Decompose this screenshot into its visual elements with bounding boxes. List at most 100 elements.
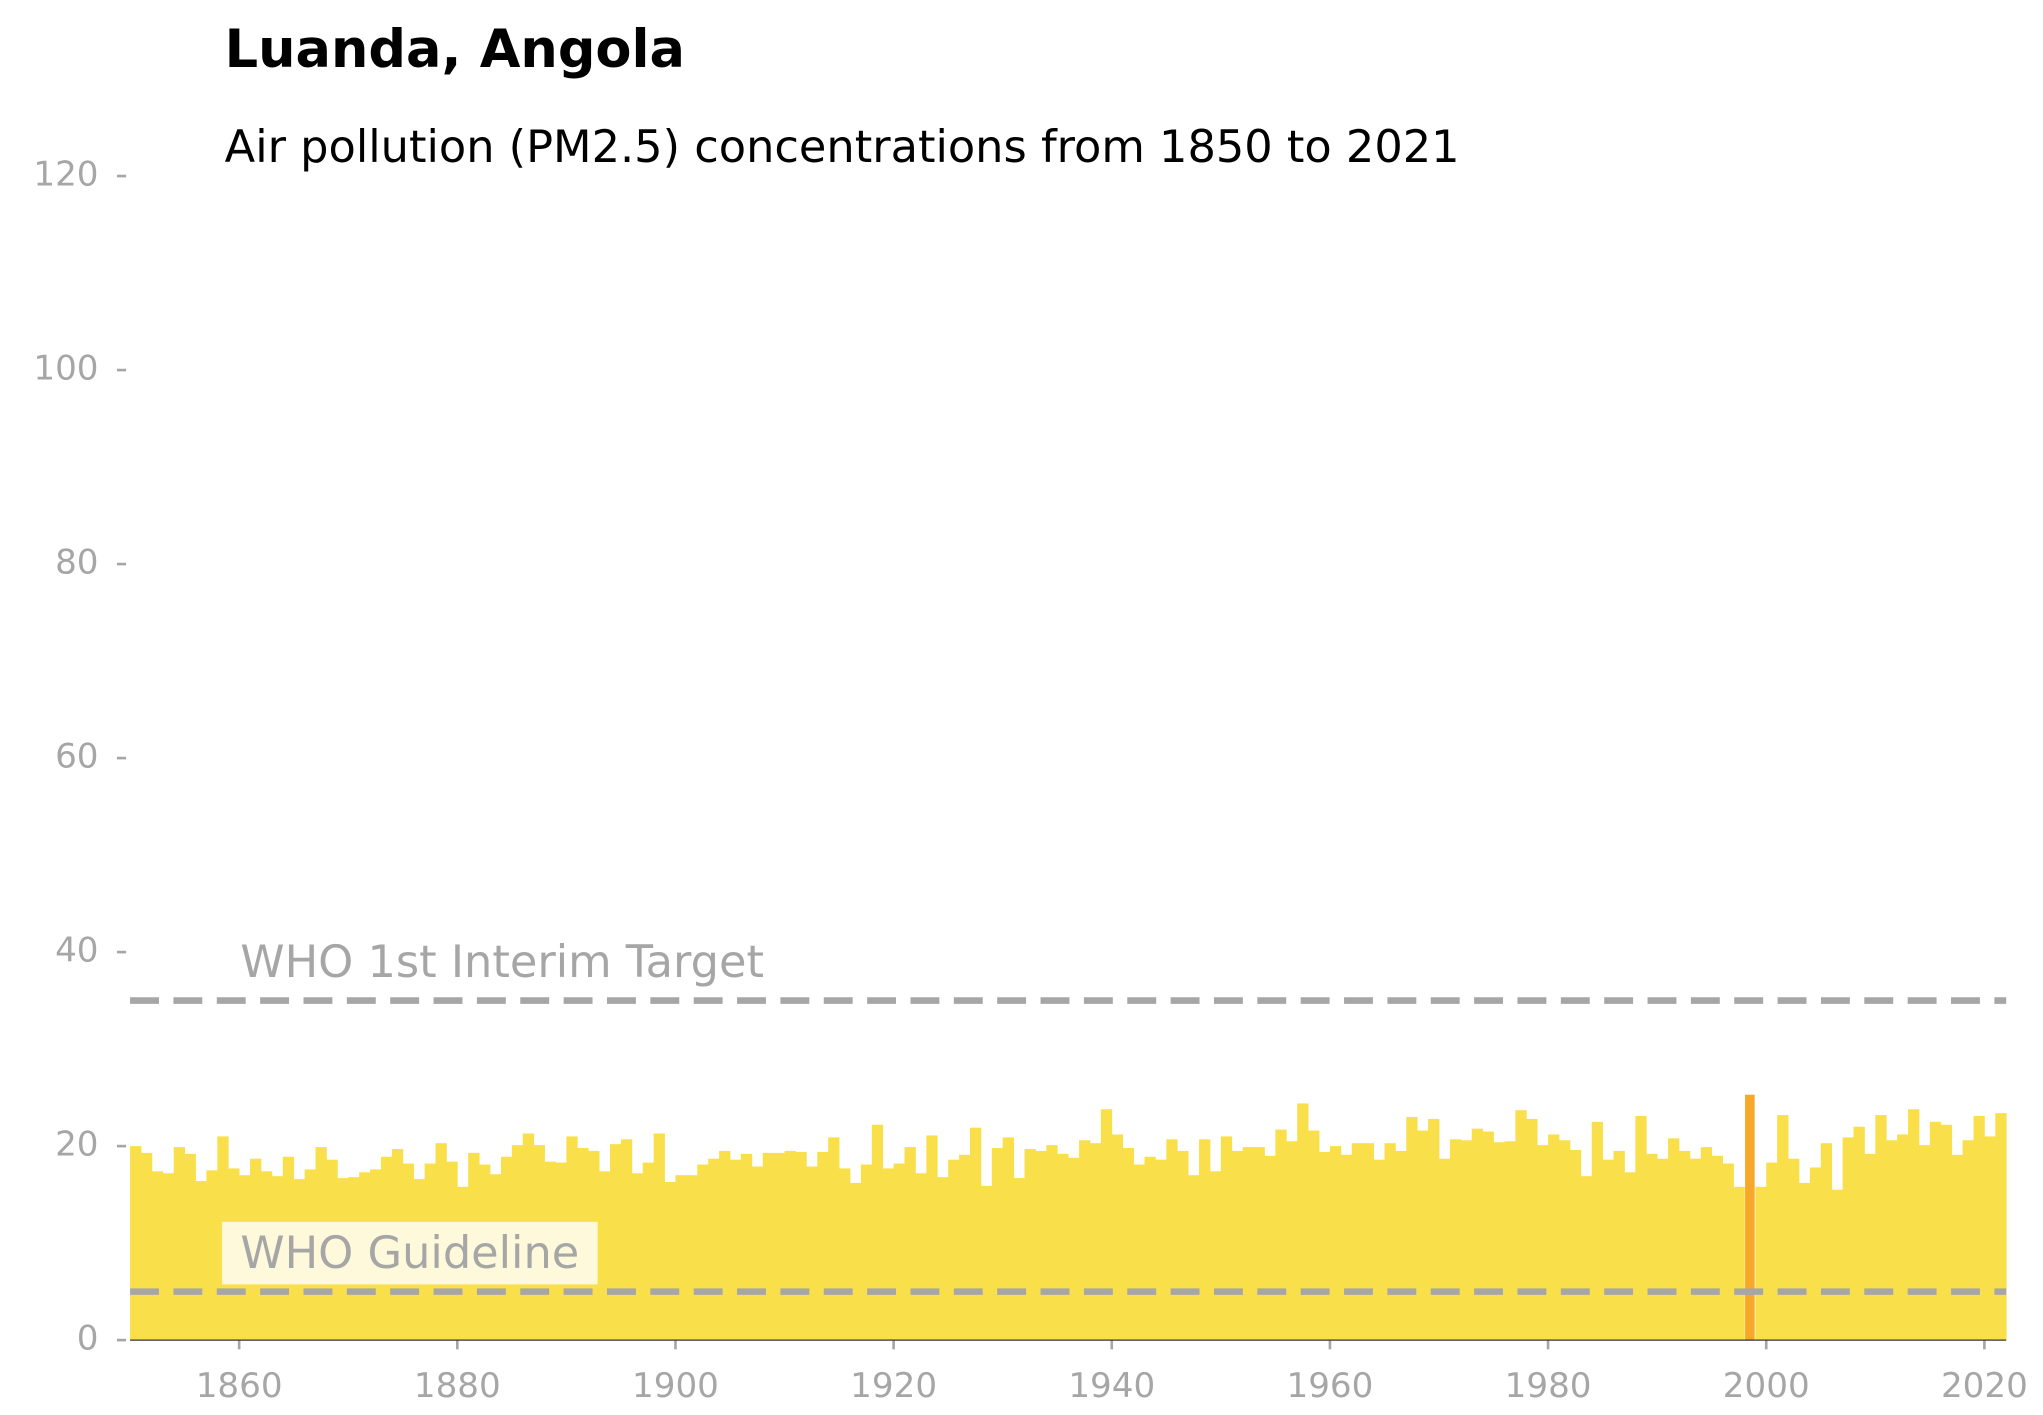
bar bbox=[1973, 1116, 1985, 1341]
bar bbox=[839, 1168, 851, 1341]
y-tick-label: 0 bbox=[77, 1319, 99, 1359]
bar bbox=[1940, 1124, 1953, 1341]
x-tick-label: 1920 bbox=[850, 1366, 937, 1406]
bar bbox=[675, 1175, 687, 1341]
bar bbox=[1373, 1159, 1385, 1341]
bar bbox=[1864, 1153, 1876, 1341]
bar bbox=[1548, 1134, 1560, 1341]
bar bbox=[1406, 1116, 1418, 1341]
bar bbox=[1886, 1140, 1898, 1341]
bar bbox=[173, 1147, 186, 1341]
bar bbox=[1569, 1149, 1582, 1341]
bar bbox=[806, 1166, 818, 1341]
bar bbox=[980, 1185, 993, 1341]
bar bbox=[1602, 1159, 1614, 1341]
bar bbox=[959, 1154, 971, 1341]
bar bbox=[697, 1164, 709, 1341]
bar bbox=[1537, 1145, 1549, 1341]
bar bbox=[206, 1170, 218, 1341]
bar bbox=[1024, 1149, 1036, 1341]
bar bbox=[1482, 1131, 1494, 1341]
bar bbox=[653, 1133, 665, 1341]
bar bbox=[1395, 1150, 1407, 1341]
bar bbox=[1613, 1150, 1625, 1341]
bar bbox=[1144, 1156, 1156, 1341]
x-tick-label: 1940 bbox=[1068, 1366, 1155, 1406]
bar bbox=[948, 1159, 960, 1341]
bar bbox=[1591, 1121, 1604, 1341]
bar bbox=[1297, 1103, 1309, 1341]
bar bbox=[1351, 1143, 1364, 1341]
bar bbox=[1199, 1139, 1211, 1341]
bar bbox=[882, 1168, 895, 1341]
chart-title: Luanda, Angola bbox=[225, 19, 685, 80]
bar bbox=[1133, 1164, 1145, 1341]
bar bbox=[631, 1173, 644, 1341]
bar bbox=[1853, 1126, 1865, 1341]
bar bbox=[751, 1166, 764, 1341]
bar bbox=[860, 1164, 873, 1341]
bar bbox=[151, 1171, 164, 1341]
bar bbox=[1188, 1175, 1200, 1341]
reference-label: WHO Guideline bbox=[240, 1227, 579, 1279]
bar bbox=[1657, 1158, 1669, 1341]
bar bbox=[904, 1147, 916, 1341]
bar bbox=[1962, 1140, 1974, 1341]
bar bbox=[1079, 1140, 1091, 1341]
bar bbox=[773, 1152, 785, 1341]
chart-subtitle: Air pollution (PM2.5) concentrations fro… bbox=[225, 121, 1460, 173]
bar bbox=[1111, 1134, 1124, 1341]
bar bbox=[1722, 1163, 1734, 1341]
bar bbox=[1755, 1186, 1767, 1341]
bar bbox=[1155, 1159, 1167, 1341]
bar bbox=[762, 1152, 775, 1341]
bar bbox=[828, 1137, 840, 1341]
bar bbox=[1122, 1148, 1134, 1341]
bar bbox=[1984, 1136, 1996, 1341]
bar bbox=[784, 1150, 796, 1341]
bar bbox=[1242, 1147, 1254, 1341]
bar bbox=[1635, 1116, 1647, 1341]
bar bbox=[1057, 1153, 1069, 1341]
bar bbox=[1831, 1189, 1843, 1341]
bar bbox=[1515, 1110, 1527, 1341]
highlight-bar bbox=[1745, 1094, 1755, 1341]
bar bbox=[1177, 1150, 1189, 1341]
bar bbox=[1362, 1143, 1374, 1341]
x-tick-label: 2000 bbox=[1723, 1366, 1810, 1406]
reference-label: WHO 1st Interim Target bbox=[240, 936, 764, 988]
bar bbox=[162, 1173, 175, 1341]
y-tick-label: 100 bbox=[33, 349, 98, 389]
bar bbox=[1493, 1142, 1505, 1341]
bar bbox=[1777, 1115, 1789, 1341]
bar bbox=[1471, 1128, 1484, 1341]
bar bbox=[1678, 1150, 1691, 1341]
bar bbox=[1842, 1137, 1854, 1341]
bar bbox=[1766, 1162, 1778, 1341]
bar bbox=[1929, 1121, 1942, 1341]
bar bbox=[1275, 1129, 1287, 1341]
bar bbox=[969, 1127, 982, 1341]
bar bbox=[1308, 1130, 1320, 1341]
bar bbox=[1875, 1115, 1887, 1341]
bar bbox=[1231, 1150, 1244, 1341]
bar bbox=[1918, 1145, 1931, 1341]
bar bbox=[1624, 1172, 1636, 1341]
y-tick-label: 80 bbox=[55, 543, 98, 583]
bar bbox=[1319, 1151, 1331, 1341]
bar bbox=[708, 1158, 720, 1341]
bar bbox=[1384, 1143, 1396, 1341]
bar bbox=[1646, 1153, 1658, 1341]
bar bbox=[1329, 1146, 1342, 1341]
x-tick-label: 1880 bbox=[414, 1366, 501, 1406]
bar bbox=[1668, 1138, 1680, 1341]
bar bbox=[140, 1152, 153, 1341]
bar bbox=[1820, 1143, 1833, 1341]
x-tick-label: 1980 bbox=[1505, 1366, 1592, 1406]
bar bbox=[1002, 1137, 1014, 1341]
bar bbox=[130, 1146, 142, 1341]
x-tick-label: 1960 bbox=[1286, 1366, 1373, 1406]
bar bbox=[729, 1159, 742, 1341]
